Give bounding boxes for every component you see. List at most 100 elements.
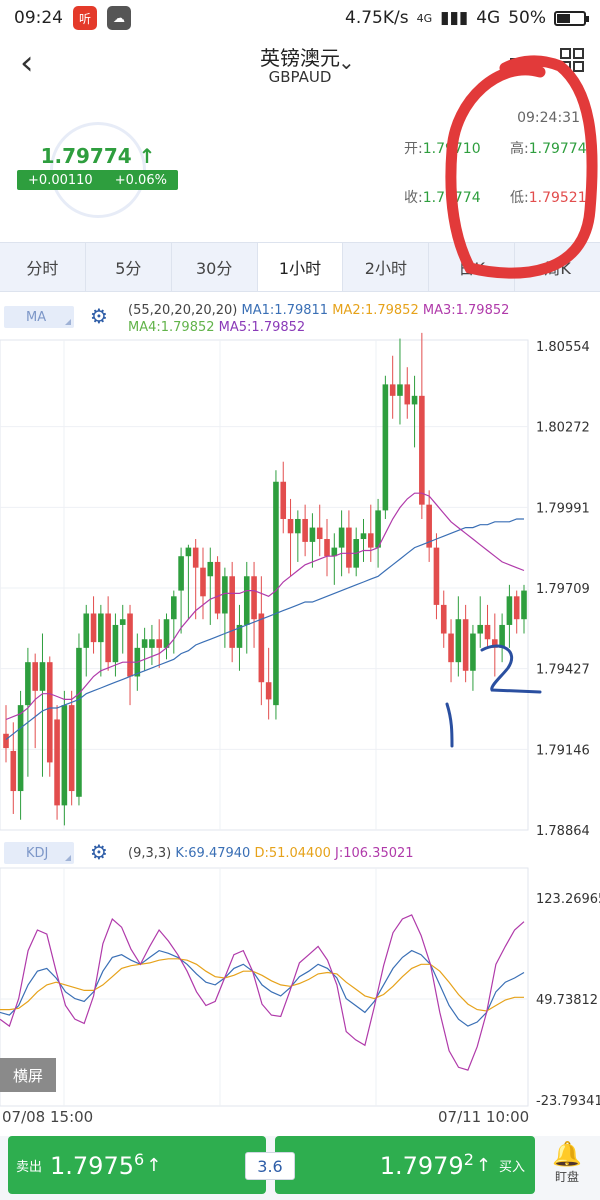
- candle-body: [10, 750, 17, 792]
- main-y-tick-label: 1.78864: [536, 824, 590, 839]
- candle-body: [484, 624, 491, 640]
- ma-settings-gear-icon[interactable]: ⚙: [90, 304, 108, 328]
- status-bar: 09:24 听 ☁ 4.75K/s 4G ▮▮▮ 4G 50%: [0, 0, 600, 36]
- candle-body: [156, 639, 163, 648]
- x-label-end: 07/11 10:00: [438, 1108, 530, 1126]
- candle-body: [492, 639, 498, 648]
- candle-body: [178, 556, 184, 591]
- spread-value: 3.6: [245, 1152, 295, 1180]
- kdj-d-value: D:51.04400: [254, 846, 331, 861]
- trade-bar: 卖出 1.79756 ↑ 1.79792 ↑ 买入 3.6 🔔 盯盘: [0, 1136, 600, 1200]
- red-annotation-loop: [445, 55, 598, 279]
- candle-body: [90, 613, 97, 643]
- candle-body: [302, 518, 308, 542]
- candle-body: [433, 547, 440, 605]
- candle-body: [287, 518, 294, 534]
- kdj-k-value: K:69.47940: [175, 846, 251, 861]
- header: ‹ 英镑澳元 GBPAUD ⌄: [0, 36, 600, 98]
- kdj-selector[interactable]: KDJ: [4, 842, 74, 864]
- ma-indicator-row: MA ⚙ (55,20,20,20,20) MA1:1.79811 MA2:1.…: [0, 302, 600, 338]
- candle-body: [105, 613, 111, 663]
- battery-fill: [557, 13, 570, 23]
- app-image-icon: ☁: [107, 6, 131, 30]
- candle-body: [141, 639, 148, 648]
- candle-body: [192, 547, 199, 568]
- candle-body: [309, 527, 316, 542]
- candle-body: [127, 613, 133, 677]
- candle-body: [17, 705, 24, 792]
- main-y-tick-label: 1.80272: [536, 421, 590, 436]
- candle-body: [98, 613, 104, 643]
- ma1-line: [5, 518, 524, 740]
- candle-body: [382, 384, 389, 511]
- candle-body: [404, 384, 411, 405]
- buy-up-arrow-icon: ↑: [475, 1154, 491, 1176]
- main-y-tick-label: 1.79709: [536, 582, 590, 597]
- tab-30min[interactable]: 30分: [172, 243, 258, 291]
- tab-timeshare[interactable]: 分时: [0, 243, 86, 291]
- ma-values: (55,20,20,20,20) MA1:1.79811 MA2:1.79852…: [128, 302, 509, 336]
- kdj-y-tick-label: 123.26965: [536, 892, 600, 907]
- buy-label: 买入: [498, 1159, 525, 1175]
- kdj-y-tick-label: 49.73812: [536, 993, 598, 1008]
- candle-body: [521, 590, 527, 620]
- tab-5min[interactable]: 5分: [86, 243, 172, 291]
- candle-body: [448, 633, 454, 663]
- price-change: +0.00110: [28, 172, 93, 188]
- main-y-tick-label: 1.79427: [536, 663, 590, 678]
- candle-body: [470, 633, 476, 671]
- kdj-chart-frame: [0, 867, 529, 1107]
- candle-body: [338, 527, 345, 548]
- candle-body: [419, 395, 425, 505]
- ma1-value: MA1:1.79811: [241, 303, 329, 318]
- main-y-tick-label: 1.80554: [536, 340, 590, 355]
- candle-body: [54, 719, 60, 806]
- candle-body: [273, 481, 279, 706]
- watch-button[interactable]: 🔔 盯盘: [547, 1140, 587, 1185]
- signal-type: 4G: [476, 8, 501, 28]
- tab-1hour[interactable]: 1小时: [257, 243, 344, 291]
- ma4-value: MA4:1.79852: [128, 320, 215, 335]
- candle-body: [346, 527, 352, 568]
- chart-canvas[interactable]: 1.80554 1.80272 1.79991 1.79709 1.79427 1.791…: [0, 0, 600, 1136]
- ma2-value: MA2:1.79852: [332, 303, 419, 318]
- app-notification-icon: 听: [73, 6, 97, 30]
- candle-body: [46, 662, 53, 763]
- candle-body: [214, 561, 221, 614]
- kdj-d-line: [0, 958, 524, 1012]
- status-time: 09:24: [14, 8, 63, 28]
- candle-body: [25, 662, 31, 706]
- up-arrow-icon: ↑: [138, 144, 156, 168]
- kdj-params: (9,3,3): [128, 846, 172, 861]
- kdj-values: (9,3,3) K:69.47940 D:51.04400 J:106.3502…: [128, 845, 414, 862]
- ma3-value: MA3:1.79852: [422, 303, 510, 318]
- candle-body: [61, 705, 68, 806]
- bell-icon: 🔔: [552, 1140, 582, 1168]
- kdj-settings-gear-icon[interactable]: ⚙: [90, 840, 108, 864]
- quote-time: 09:24:31: [517, 110, 580, 126]
- kdj-j-value: J:106.35021: [335, 846, 414, 861]
- buy-button[interactable]: 1.79792 ↑ 买入: [275, 1136, 535, 1194]
- buy-price: 1.79792: [379, 1150, 474, 1180]
- main-y-tick-label: 1.79146: [536, 743, 590, 758]
- signal-icon: ▮▮▮: [440, 8, 469, 28]
- low-value: 低:1.79521: [510, 190, 587, 206]
- candle-body: [440, 604, 447, 634]
- candle-body: [462, 619, 469, 671]
- candle-body: [222, 576, 228, 614]
- back-icon[interactable]: ‹: [20, 43, 34, 83]
- ma-selector[interactable]: MA: [4, 306, 74, 328]
- candle-body: [83, 613, 90, 648]
- tab-2hour[interactable]: 2小时: [343, 243, 430, 291]
- candle-body: [32, 662, 38, 691]
- candle-body: [360, 533, 367, 540]
- chevron-down-icon[interactable]: ⌄: [338, 50, 355, 74]
- candle-body: [149, 639, 155, 648]
- sell-button[interactable]: 卖出 1.79756 ↑: [8, 1136, 266, 1194]
- candle-body: [316, 527, 323, 540]
- candle-body: [477, 624, 484, 634]
- candle-body: [513, 596, 520, 620]
- landscape-button[interactable]: 横屏: [0, 1058, 56, 1092]
- candle-body: [163, 619, 170, 648]
- candle-body: [375, 510, 381, 548]
